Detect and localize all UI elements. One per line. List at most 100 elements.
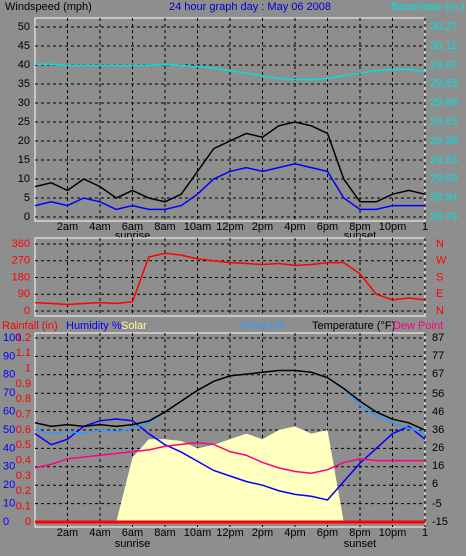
y-tick-label: 0.9 [16, 378, 31, 390]
y-tick-label: 100 [3, 332, 21, 344]
y-tick-label: 0 [3, 516, 9, 528]
x-tick-label: 4am [89, 221, 110, 233]
x-tick-label: 10pm [379, 527, 407, 539]
annotation: sunrise [115, 538, 150, 550]
x-tick-label: 12pm [216, 221, 244, 233]
y-tick-label: 0.7 [16, 409, 31, 421]
y-tick-label: 270 [12, 255, 30, 267]
y-tick-label: 29.38 [430, 135, 458, 147]
x-tick-label: 4pm [284, 527, 305, 539]
legend-entry: Dew Point [393, 320, 443, 332]
x-tick-label: 8am [154, 527, 175, 539]
y-tick-label: 10 [18, 173, 30, 185]
y-tick-label: N [436, 238, 444, 250]
y-tick-label: 180 [12, 271, 30, 283]
y-tick-label: 1.1 [16, 347, 31, 359]
y-tick-label: 16 [432, 460, 444, 472]
y-tick-label: 30 [18, 97, 30, 109]
x-tick-label: 1 [422, 221, 428, 233]
x-tick-label: 8pm [349, 527, 370, 539]
y-tick-label: 360 [12, 238, 30, 250]
y-tick-label: E [436, 288, 443, 300]
y-tick-label: 80 [3, 369, 15, 381]
y-tick-label: 20 [3, 479, 15, 491]
legend-entry: Windchill [240, 320, 284, 332]
y-tick-label: 28.79 [430, 211, 458, 223]
y-tick-label: N [436, 305, 444, 317]
y-tick-label: 0.5 [16, 439, 31, 451]
y-tick-label: 40 [3, 442, 15, 454]
x-tick-label: 10pm [379, 221, 407, 233]
x-tick-label: 10am [184, 221, 212, 233]
y-tick-label: 1.2 [16, 332, 31, 344]
y-tick-label: 50 [3, 424, 15, 436]
x-tick-label: 2pm [252, 221, 273, 233]
y-tick-label: S [436, 271, 443, 283]
y-tick-label: 20 [18, 135, 30, 147]
y-tick-label: 87 [432, 332, 444, 344]
x-tick-label: 8am [154, 221, 175, 233]
y-tick-label: 29.53 [430, 116, 458, 128]
y-tick-label: 35 [18, 78, 30, 90]
annotation: sunset [344, 538, 376, 550]
series-line [34, 121, 426, 203]
y-tick-label: 30.27 [430, 21, 458, 33]
y-tick-label: 56 [432, 388, 444, 400]
x-tick-label: 6am [122, 221, 143, 233]
series-line [34, 418, 426, 501]
y-tick-label: 77 [432, 350, 444, 362]
y-tick-label: 45 [18, 40, 30, 52]
y-tick-label: 0.6 [16, 424, 31, 436]
y-tick-label: 0.4 [16, 455, 31, 467]
y-tick-label: 10 [3, 498, 15, 510]
x-tick-label: 6pm [317, 221, 338, 233]
y-tick-label: 0.2 [16, 485, 31, 497]
x-tick-label: 6am [122, 527, 143, 539]
legend-entry: Solar [121, 320, 147, 332]
y-tick-label: 70 [3, 387, 15, 399]
y-tick-label: 29.97 [430, 59, 458, 71]
y-tick-label: -15 [432, 516, 448, 528]
y2-axis-label: Barometer (in.) [391, 1, 464, 13]
chart-title: 24 hour graph day : May 06 2008 [169, 1, 331, 13]
y-tick-label: 90 [3, 350, 15, 362]
x-tick-label: 4am [89, 527, 110, 539]
y-tick-label: 26 [432, 442, 444, 454]
y-tick-label: 36 [432, 424, 444, 436]
solar-area [35, 426, 425, 522]
y-tick-label: 5 [24, 192, 30, 204]
x-tick-label: 6pm [317, 527, 338, 539]
y-tick-label: 30.12 [430, 40, 458, 52]
y-tick-label: 25 [18, 116, 30, 128]
y-tick-label: 50 [18, 21, 30, 33]
y-tick-label: 6 [432, 478, 438, 490]
y-tick-label: 46 [432, 406, 444, 418]
x-tick-label: 2am [57, 527, 78, 539]
y-tick-label: 0 [24, 305, 30, 317]
y-tick-label: 0 [24, 211, 30, 223]
series-line [34, 441, 425, 475]
y-tick-label: 29.68 [430, 97, 458, 109]
legend-entry: Humidity % [66, 320, 122, 332]
x-tick-label: 8pm [349, 221, 370, 233]
legend-entry: Temperature (°F) [312, 320, 395, 332]
y-tick-label: 30 [3, 461, 15, 473]
y-tick-label: 90 [18, 288, 30, 300]
y-tick-label: W [436, 255, 447, 267]
y-tick-label: 0 [25, 516, 31, 528]
series-line [34, 252, 426, 306]
y-tick-label: 0.1 [16, 501, 31, 513]
y-axis-label: Windspeed (mph) [5, 1, 92, 13]
y-tick-label: 40 [18, 59, 30, 71]
y-tick-label: 0.8 [16, 393, 31, 405]
y-tick-label: 67 [432, 368, 444, 380]
series-line [35, 63, 426, 81]
x-tick-label: 12pm [216, 527, 244, 539]
y-tick-label: 28.94 [430, 192, 458, 204]
y-tick-label: 15 [18, 154, 30, 166]
series-line [34, 163, 425, 211]
x-tick-label: 1 [422, 527, 428, 539]
x-tick-label: 2am [57, 221, 78, 233]
x-tick-label: 4pm [284, 221, 305, 233]
